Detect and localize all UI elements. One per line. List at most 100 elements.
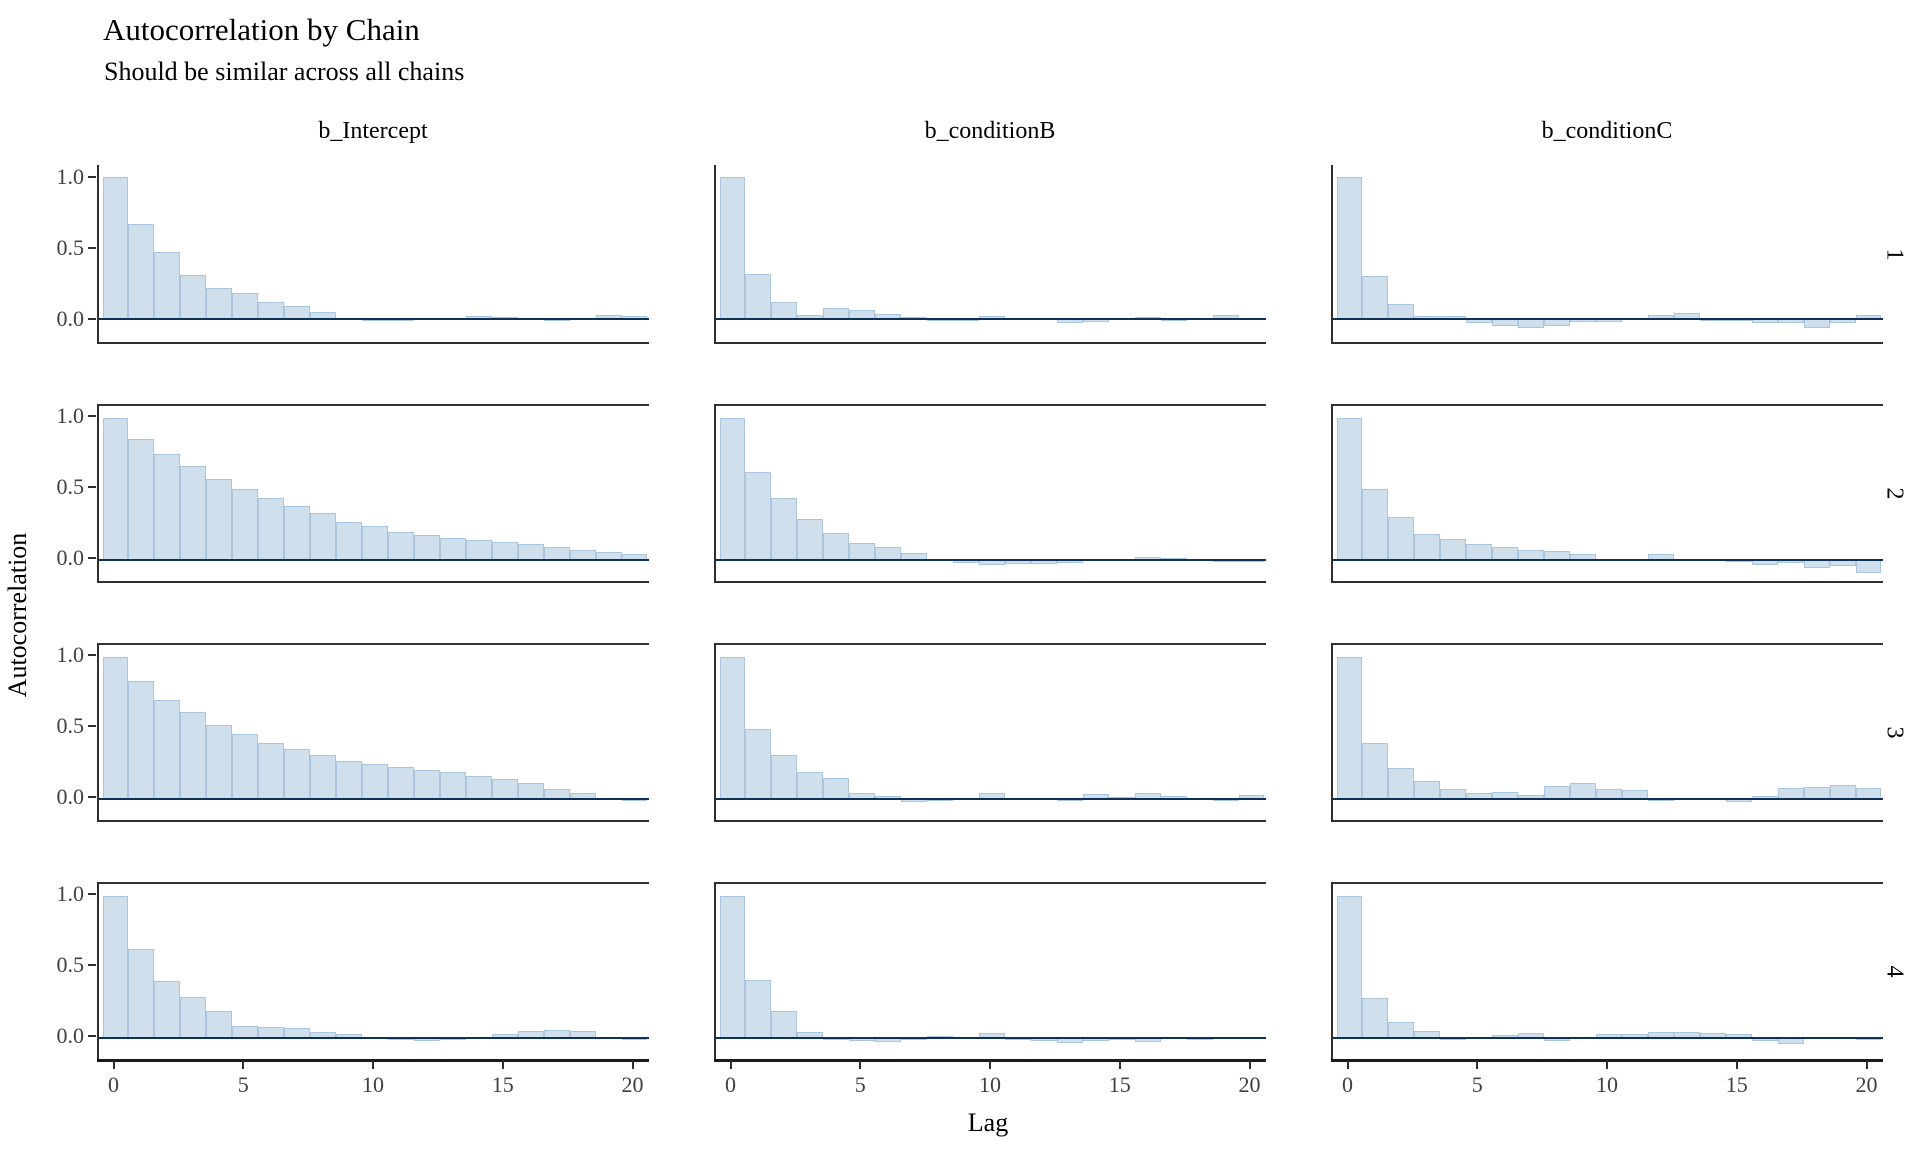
acf-bar [439, 772, 466, 799]
acf-bar [206, 1011, 233, 1038]
y-tick-label: 1.0 [56, 642, 85, 667]
acf-bar [1388, 517, 1415, 560]
zero-reference-line [1333, 798, 1883, 800]
acf-bar [1466, 544, 1493, 560]
x-tick-label: 20 [621, 1072, 644, 1097]
zero-reference-line [716, 798, 1266, 800]
acf-bar [336, 760, 362, 799]
acf-bar [310, 513, 337, 560]
acf-bar [517, 783, 544, 799]
acf-bar [1570, 782, 1596, 799]
x-tick-mark [501, 1061, 504, 1069]
acf-bar [1544, 319, 1571, 327]
acf-bar [517, 544, 544, 560]
x-tick-mark [1346, 1061, 1349, 1069]
x-axis-line [97, 342, 649, 344]
y-tick-mark [88, 1035, 96, 1037]
y-tick-mark [88, 964, 96, 966]
zero-reference-line [1333, 1037, 1883, 1039]
x-tick-label: 5 [1471, 1072, 1483, 1097]
acf-bar [128, 223, 155, 319]
acf-bar [1803, 319, 1830, 328]
x-axis-line [714, 581, 1266, 583]
y-tick-mark [88, 893, 96, 895]
x-tick-mark [112, 1061, 115, 1069]
acf-bar [154, 252, 181, 319]
y-tick-mark [88, 486, 96, 488]
acf-bar [258, 301, 285, 319]
acf-bar [797, 772, 824, 799]
y-tick-label: 0.5 [56, 474, 85, 499]
y-tick-mark [88, 796, 96, 798]
acf-bar [1388, 304, 1415, 319]
acf-bar [745, 273, 772, 319]
acf-bar [491, 779, 518, 799]
y-tick-label: 1.0 [56, 881, 85, 906]
y-tick-mark [88, 557, 96, 559]
acf-bar [128, 681, 155, 799]
acf-bar [1388, 1022, 1415, 1038]
x-tick-mark [1476, 1061, 1479, 1069]
acf-bar [206, 287, 233, 319]
x-tick-mark [859, 1061, 862, 1069]
acf-bar [719, 177, 746, 319]
acf-bar [258, 497, 285, 560]
plot-subtitle: Should be similar across all chains [104, 57, 465, 86]
acf-bar [387, 767, 414, 799]
x-tick-label: 20 [1855, 1072, 1878, 1097]
x-axis-line [1331, 820, 1883, 822]
acf-bar [1388, 768, 1415, 799]
x-tick-mark [1248, 1061, 1251, 1069]
x-axis-line [714, 820, 1266, 822]
acf-bar [1518, 319, 1545, 328]
acf-bar [1414, 780, 1441, 799]
acf-bar [745, 980, 772, 1038]
acf-bar [1855, 560, 1882, 574]
acf-panel-b_conditionC-chain4 [1331, 882, 1883, 1062]
acf-bar [771, 1011, 798, 1038]
acf-bar [206, 725, 233, 799]
acf-bar [154, 981, 181, 1038]
x-tick-label: 10 [979, 1072, 1001, 1097]
acf-bar [128, 439, 155, 560]
acf-bar [1362, 742, 1389, 799]
acf-bar [1414, 534, 1441, 560]
acf-bar [258, 742, 285, 799]
plot-title: Autocorrelation by Chain [103, 12, 420, 47]
column-strip-label-b_conditionB: b_conditionB [924, 118, 1056, 144]
acf-panel-b_Intercept-chain4 [97, 882, 649, 1062]
x-axis-line [1331, 581, 1883, 583]
acf-panel-b_conditionB-chain1 [714, 165, 1266, 344]
acf-bar [797, 518, 824, 560]
acf-bar [465, 775, 492, 799]
acf-bar [771, 497, 798, 560]
column-strip-label-b_conditionC: b_conditionC [1541, 118, 1673, 144]
y-tick-label: 0.0 [56, 784, 85, 809]
acf-bar [362, 525, 388, 560]
x-axis-line [97, 820, 649, 822]
x-tick-mark [1735, 1061, 1738, 1069]
acf-bar [771, 754, 798, 799]
acf-bar [1362, 276, 1389, 319]
acf-bar [206, 479, 233, 560]
acf-bar [1829, 784, 1856, 799]
acf-bar [719, 418, 746, 560]
x-tick-label: 5 [237, 1072, 249, 1097]
zero-reference-line [1333, 318, 1883, 320]
zero-reference-line [99, 798, 649, 800]
x-tick-mark [729, 1061, 732, 1069]
acf-panel-b_conditionB-chain2 [714, 404, 1266, 583]
acf-bar [232, 734, 259, 799]
acf-bar [1440, 539, 1467, 560]
x-axis-line [714, 1059, 1266, 1062]
x-axis-line [1331, 342, 1883, 344]
acf-bar [413, 535, 440, 560]
y-axis-title: Autocorrelation [3, 532, 32, 698]
y-tick-label: 1.0 [56, 403, 85, 428]
acf-bar [180, 466, 207, 560]
x-tick-label: 15 [491, 1072, 514, 1097]
y-tick-mark [88, 415, 96, 417]
x-tick-mark [242, 1061, 245, 1069]
acf-bar [232, 293, 259, 319]
